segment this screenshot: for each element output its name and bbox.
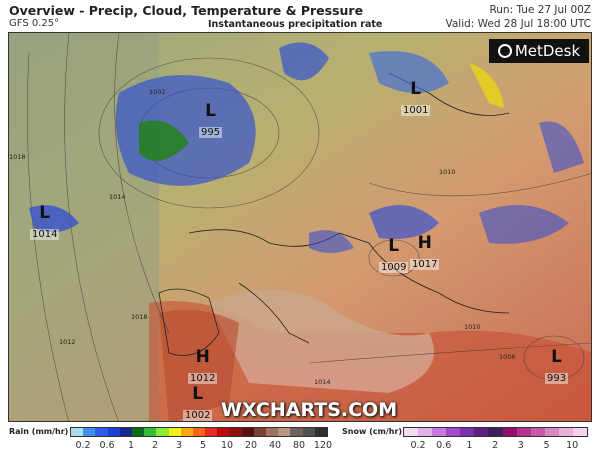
rain-legend-label: Rain (mm/hr)	[9, 427, 69, 436]
colorbar-segment	[488, 428, 503, 436]
isobar-label: 1012	[59, 338, 76, 346]
colorbar-segment	[229, 428, 242, 436]
colorbar-tick-label: 20	[244, 440, 258, 451]
colorbar-segment	[290, 428, 303, 436]
colorbar-tick-label: 2	[492, 440, 499, 451]
pressure-low: L 993	[545, 347, 569, 384]
watermark: WXCHARTS.COM	[221, 399, 398, 421]
colorbar-segment	[432, 428, 447, 436]
isobar-label: 1014	[314, 378, 331, 386]
colorbar-segment	[144, 428, 157, 436]
pressure-high: H 1017	[410, 233, 440, 270]
colorbar-tick-label: 120	[313, 440, 333, 451]
pressure-low: L 1002	[183, 384, 213, 421]
field-label: Instantaneous precipitation rate	[208, 19, 383, 30]
colorbar-segment	[572, 428, 588, 436]
colorbar-tick-label: 80	[292, 440, 306, 451]
weather-map[interactable]: L 995 L 1001 L 1014 L 1009 H 1017 H 1012 L 1002…	[8, 32, 592, 422]
colorbar-segment	[558, 428, 573, 436]
colorbar-segment	[418, 428, 433, 436]
colorbar-segment	[217, 428, 230, 436]
colorbar-tick-label: 3	[517, 440, 524, 451]
colorbar-segment	[314, 428, 327, 436]
colorbar-tick-label: 1	[466, 440, 473, 451]
isobar-label: 1002	[149, 88, 166, 96]
colorbar-segment	[107, 428, 120, 436]
pressure-low: L 1014	[30, 203, 60, 240]
colorbar-segment	[278, 428, 291, 436]
metdesk-logo: MetDesk	[489, 39, 589, 63]
valid-time: Valid: Wed 28 Jul 18:00 UTC	[445, 18, 591, 30]
colorbar-tick-label: 1	[127, 440, 135, 451]
colorbar-segment	[253, 428, 266, 436]
colorbar-segment	[241, 428, 254, 436]
colorbar-tick-label: 0.2	[75, 440, 91, 451]
rain-colorbar	[70, 427, 328, 437]
pressure-high: H 1012	[188, 347, 218, 384]
colorbar-tick-label: 0.6	[99, 440, 115, 451]
map-background	[9, 33, 591, 421]
isobar-label: 1014	[109, 193, 126, 201]
colorbar-segment	[446, 428, 461, 436]
colorbar-tick-label: 0.6	[436, 440, 452, 451]
colorbar-segment	[180, 428, 193, 436]
colorbar-segment	[544, 428, 559, 436]
colorbar-segment	[266, 428, 279, 436]
snow-colorbar	[403, 427, 588, 437]
colorbar-segment	[205, 428, 218, 436]
colorbar-segment	[119, 428, 132, 436]
colorbar-segment	[530, 428, 545, 436]
colorbar-segment	[516, 428, 531, 436]
colorbar-segment	[192, 428, 206, 436]
colorbar-tick-label: 5	[543, 440, 550, 451]
pressure-low: L 1001	[401, 79, 431, 116]
pressure-low: L 995	[199, 101, 223, 138]
colorbar-segment	[156, 428, 169, 436]
pressure-low: L 1009	[379, 236, 409, 273]
run-time: Run: Tue 27 Jul 00Z	[489, 4, 591, 16]
colorbar-segment	[168, 428, 181, 436]
isobar-label: 1018	[131, 313, 148, 321]
colorbar-segment	[404, 428, 419, 436]
colorbar-tick-label: 10	[566, 440, 579, 451]
snow-legend-label: Snow (cm/hr)	[342, 427, 403, 436]
model-label: GFS 0.25°	[9, 18, 60, 29]
colorbar-segment	[302, 428, 315, 436]
colorbar-segment	[474, 428, 489, 436]
colorbar-tick-label: 2	[151, 440, 159, 451]
metdesk-logo-icon	[497, 44, 512, 58]
chart-title: Overview - Precip, Cloud, Temperature & …	[9, 3, 364, 18]
colorbar-tick-label: 0.2	[410, 440, 426, 451]
colorbar-tick-label: 3	[175, 440, 183, 451]
isobar-label: 1010	[439, 168, 456, 176]
colorbar-segment	[83, 428, 96, 436]
isobar-label: 1006	[499, 353, 516, 361]
colorbar-segment	[71, 428, 84, 436]
isobar-label: 1010	[464, 323, 481, 331]
colorbar-tick-label: 40	[268, 440, 282, 451]
colorbar-segment	[131, 428, 145, 436]
colorbar-segment	[95, 428, 108, 436]
colorbar-segment	[502, 428, 517, 436]
isobar-label: 1018	[9, 153, 26, 161]
colorbar-tick-label: 10	[220, 440, 234, 451]
colorbar-tick-label: 5	[199, 440, 207, 451]
colorbar-segment	[460, 428, 475, 436]
